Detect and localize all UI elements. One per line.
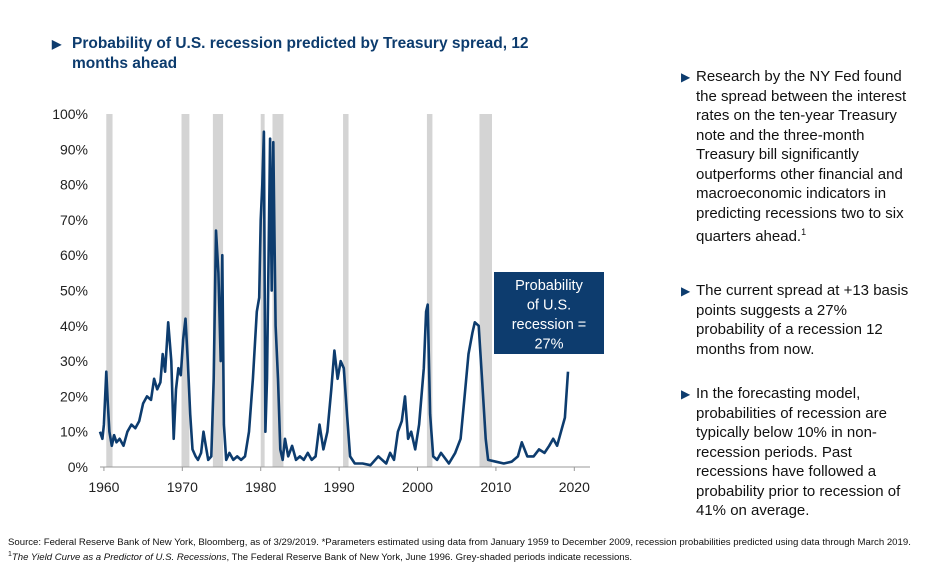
y-tick-label: 70% — [60, 212, 88, 228]
y-tick-label: 10% — [60, 424, 88, 440]
recession-band — [260, 114, 265, 467]
annotation-box — [494, 272, 604, 354]
y-tick-label: 90% — [60, 141, 88, 157]
y-tick-label: 0% — [68, 459, 88, 475]
source-title: The Yield Curve as a Predictor of U.S. R… — [11, 552, 227, 564]
bullet-text: The current spread at +13 basis points s… — [696, 282, 909, 358]
recession-band — [272, 114, 284, 467]
line-series — [98, 130, 570, 467]
chart-title: Probability of U.S. recession predicted … — [72, 35, 529, 72]
y-tick-label: 30% — [60, 353, 88, 369]
bullet-icon: ▶ — [681, 387, 691, 401]
bullet-text-wrap: Research by the NY Fed found the spread … — [681, 67, 911, 247]
x-tick-label: 2020 — [559, 479, 590, 495]
annotation-text: of U.S. — [527, 298, 571, 314]
y-tick-label: 100% — [52, 106, 88, 122]
annotation-text: 27% — [534, 337, 563, 353]
x-tick-label: 1960 — [88, 479, 119, 495]
bullet-icon: ▶ — [52, 37, 62, 51]
y-tick-label: 80% — [60, 177, 88, 193]
bullet-text: Research by the NY Fed found the spread … — [696, 68, 907, 245]
recession-band — [181, 114, 190, 467]
bullet: ▶ In the forecasting model, probabilities… — [681, 384, 911, 521]
recession-band — [426, 114, 433, 467]
y-tick-label: 60% — [60, 247, 88, 263]
y-tick-label: 40% — [60, 318, 88, 334]
bullet-text: In the forecasting model, probabilities … — [696, 385, 901, 519]
x-tick-label: 1980 — [245, 479, 276, 495]
bullet: ▶ The current spread at +13 basis points … — [681, 281, 911, 359]
x-tick-label: 1990 — [324, 479, 355, 495]
bullet-icon: ▶ — [681, 70, 691, 84]
y-tick-label: 50% — [60, 283, 88, 299]
recession-band — [106, 114, 113, 467]
annotation-text: Probability — [515, 278, 583, 294]
x-tick-label: 1970 — [167, 479, 198, 495]
source-text: Source: Federal Reserve Bank of New York… — [8, 537, 911, 548]
annotation-text: recession = — [512, 317, 587, 333]
bullet-icon: ▶ — [681, 284, 691, 298]
bullet: ▶ Research by the NY Fed found the spread… — [681, 67, 911, 247]
recession-band — [479, 114, 492, 467]
footnote-mark: 1 — [8, 551, 12, 558]
source-text: , The Federal Reserve Bank of New York, … — [226, 552, 633, 564]
recession-band — [343, 114, 349, 467]
source-note: Source: Federal Reserve Bank of New York… — [8, 537, 930, 564]
title-block: ▶ Probability of U.S. recession predicted… — [52, 34, 572, 74]
x-tick-label: 2000 — [402, 479, 433, 495]
footnote-mark: 1 — [801, 227, 807, 237]
y-tick-label: 20% — [60, 388, 88, 404]
x-tick-label: 2010 — [480, 479, 511, 495]
